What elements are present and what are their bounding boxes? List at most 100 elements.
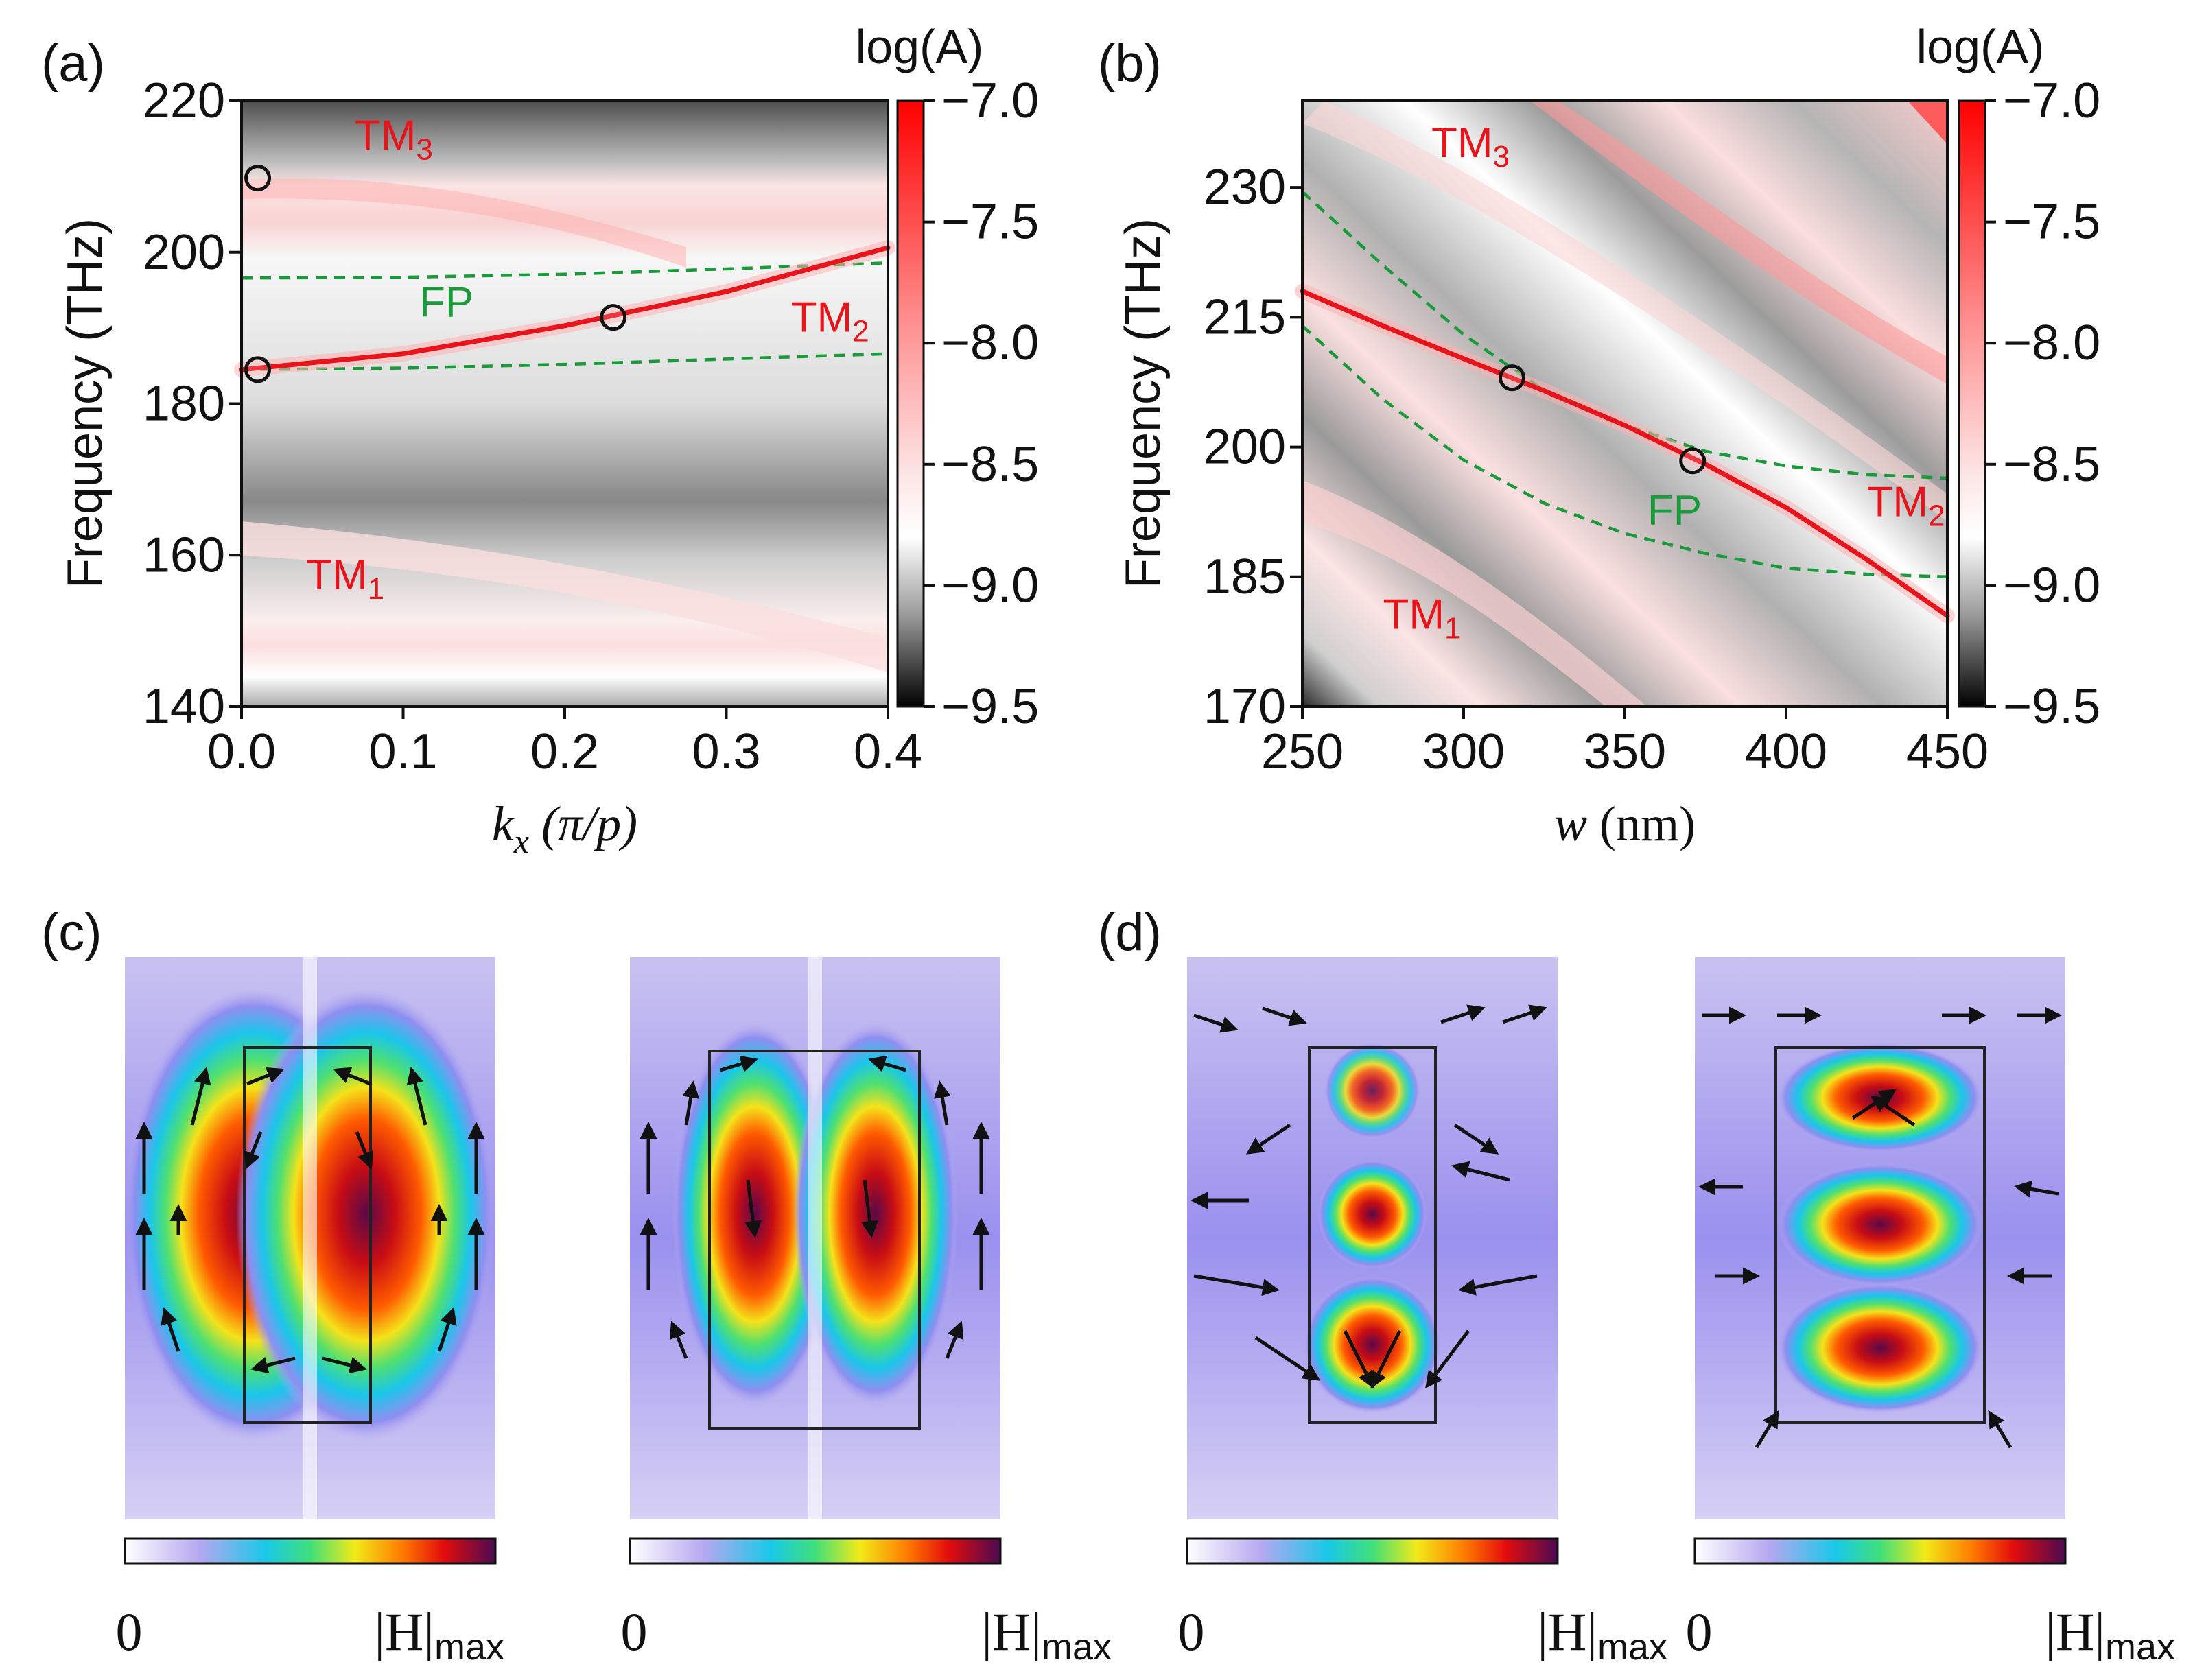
cbar-tick-label-2: −8.0: [2003, 316, 2100, 370]
mode-label-3: TM1: [306, 552, 384, 606]
series-tm2-line: [1300, 289, 1950, 618]
marker-point-0: [244, 165, 272, 192]
panel-b: (b) TM3 FP TM2 TM1 250 300 350 400 450 170 185 20…: [1098, 20, 2100, 851]
ytick-label-0: 140: [143, 679, 225, 734]
panel-b-series: [1295, 190, 1955, 624]
colorbar-c1-min: 0: [116, 1602, 143, 1661]
ytick-label-2: 200: [1204, 420, 1286, 475]
panel-a-tm3-band: [242, 178, 686, 268]
panel-a: (a) TM3 FP TM2 TM1 0.0 0.1 0.2 0.3 0.4 140 160 18…: [41, 20, 1039, 860]
panel-a-label: (a): [41, 34, 105, 93]
colorbar-d1: [1186, 1537, 1559, 1565]
marker-point-0: [1499, 364, 1525, 392]
cbar-tick-label-3: −8.5: [941, 437, 1039, 492]
ytick-label-1: 160: [143, 528, 225, 582]
ytick-label-3: 200: [143, 225, 225, 280]
panel-b-yticks: 170 185 200 215 230: [1204, 160, 1302, 734]
panel-b-band-upper: [1530, 101, 1947, 384]
colorbar-d2-min: 0: [1686, 1602, 1713, 1661]
cbar-tick-label-0: −7.0: [2003, 73, 2100, 128]
ytick-label-4: 220: [143, 73, 225, 128]
field-map-d2: [1695, 957, 2065, 1519]
xtick-label-1: 300: [1422, 724, 1505, 779]
field-map-c2-structure: [708, 1050, 921, 1430]
panel-a-colorbar-label: log(A): [856, 20, 984, 73]
ytick-label-1: 185: [1204, 549, 1286, 604]
colorbar-c2: [629, 1537, 1002, 1565]
xtick-label-4: 0.4: [854, 724, 922, 779]
xtick-label-1: 0.1: [368, 724, 437, 779]
colorbar-c2-max: |H|max: [981, 1602, 1112, 1668]
marker-point-2: [600, 304, 627, 331]
panel-d: (d): [1098, 903, 2175, 1668]
panel-b-colorbar-label: log(A): [1916, 20, 2045, 73]
mode-label-1: FP: [419, 279, 473, 327]
panel-c-label: (c): [41, 903, 102, 962]
field-map-c1-structure: [243, 1046, 372, 1424]
xtick-label-3: 0.3: [692, 724, 760, 779]
mode-label-2: TM2: [1867, 478, 1945, 532]
marker-point-1: [244, 356, 272, 383]
ytick-label-4: 230: [1204, 160, 1286, 215]
xtick-label-2: 0.2: [530, 724, 599, 779]
colorbar-d2-max: |H|max: [2045, 1602, 2175, 1668]
colorbar-d1-min: 0: [1178, 1602, 1205, 1661]
colorbar-c2-min: 0: [621, 1602, 648, 1661]
panel-a-tm1-band: [242, 521, 888, 672]
xtick-label-2: 350: [1584, 724, 1666, 779]
panel-b-colorbar: [1958, 99, 1986, 708]
panel-a-yticks: 140 160 180 200 220: [143, 73, 242, 734]
panel-b-heatmap: [1302, 101, 1947, 707]
panel-a-colorbar-ticks: −7.0 −7.5 −8.0 −8.5 −9.0 −9.5: [924, 73, 1039, 734]
panel-a-xticks: 0.0 0.1 0.2 0.3 0.4: [207, 707, 922, 779]
panel-b-markers: [1499, 364, 1707, 475]
cbar-tick-label-0: −7.0: [941, 73, 1039, 128]
field-map-d2-structure: [1774, 1046, 1986, 1424]
xtick-label-0: 250: [1261, 724, 1344, 779]
panel-b-xticks: 250 300 350 400 450: [1261, 707, 1989, 779]
panel-a-colorbar: [896, 99, 925, 708]
cbar-tick-label-2: −8.0: [941, 316, 1039, 370]
field-map-c2: [630, 957, 1000, 1519]
xtick-label-0: 0.0: [207, 724, 276, 779]
marker-point-1: [1679, 447, 1707, 475]
panel-b-band-tm3: [1302, 101, 1947, 521]
panel-b-mode-labels: TM3 FP TM2 TM1: [1383, 119, 1945, 645]
cbar-tick-label-4: −9.0: [941, 558, 1039, 613]
mode-label-0: TM3: [1431, 119, 1510, 174]
series-fp-line-0: [1301, 190, 1948, 480]
panel-a-heatmap: [242, 101, 888, 707]
panel-b-xlabel: w (nm): [1554, 796, 1696, 851]
colorbar-d2: [1693, 1537, 2067, 1565]
panel-b-colorbar-ticks: −7.0 −7.5 −8.0 −8.5 −9.0 −9.5: [1985, 73, 2100, 734]
xtick-label-4: 450: [1906, 724, 1989, 779]
mode-label-1: FP: [1647, 487, 1702, 534]
field-map-c1: [124, 957, 497, 1519]
cbar-tick-label-4: −9.0: [2003, 558, 2100, 613]
panel-a-series: [234, 240, 895, 377]
panel-b-band-tm1: [1302, 480, 1647, 707]
colorbar-d1-max: |H|max: [1537, 1602, 1667, 1668]
xtick-label-3: 400: [1745, 724, 1827, 779]
series-fp-line-0: [241, 261, 889, 280]
field-map-d1-structure: [1308, 1046, 1437, 1424]
panel-a-markers: [244, 165, 627, 383]
panel-d-label: (d): [1098, 903, 1162, 962]
cbar-tick-label-1: −7.5: [941, 195, 1039, 250]
panel-a-xlabel: kx (π/p): [492, 796, 637, 860]
ytick-label-2: 180: [143, 377, 225, 431]
cbar-tick-label-5: −9.5: [941, 679, 1039, 734]
mode-label-3: TM1: [1383, 591, 1462, 645]
panel-c: (c): [41, 903, 1112, 1668]
panel-a-ylabel: Frequency (THz): [58, 218, 113, 589]
series-tm2-line: [239, 245, 891, 372]
panel-b-label: (b): [1098, 34, 1162, 93]
ytick-label-0: 170: [1204, 679, 1286, 734]
ytick-label-3: 215: [1204, 289, 1286, 344]
colorbar-c1-max: |H|max: [374, 1602, 504, 1668]
panel-a-mode-labels: TM3 FP TM2 TM1: [306, 113, 869, 606]
colorbar-c1: [124, 1537, 497, 1565]
panel-b-ylabel: Frequency (THz): [1116, 218, 1171, 589]
panel-b-band-top-right: [1908, 101, 1947, 144]
